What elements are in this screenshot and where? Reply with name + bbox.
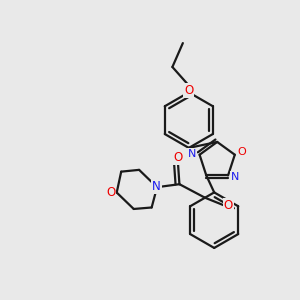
Text: N: N (188, 148, 196, 158)
Text: O: O (224, 199, 233, 212)
Text: N: N (152, 180, 161, 193)
Text: O: O (237, 147, 246, 157)
Text: N: N (231, 172, 239, 182)
Text: O: O (106, 186, 116, 199)
Text: O: O (173, 151, 183, 164)
Text: O: O (184, 84, 194, 98)
